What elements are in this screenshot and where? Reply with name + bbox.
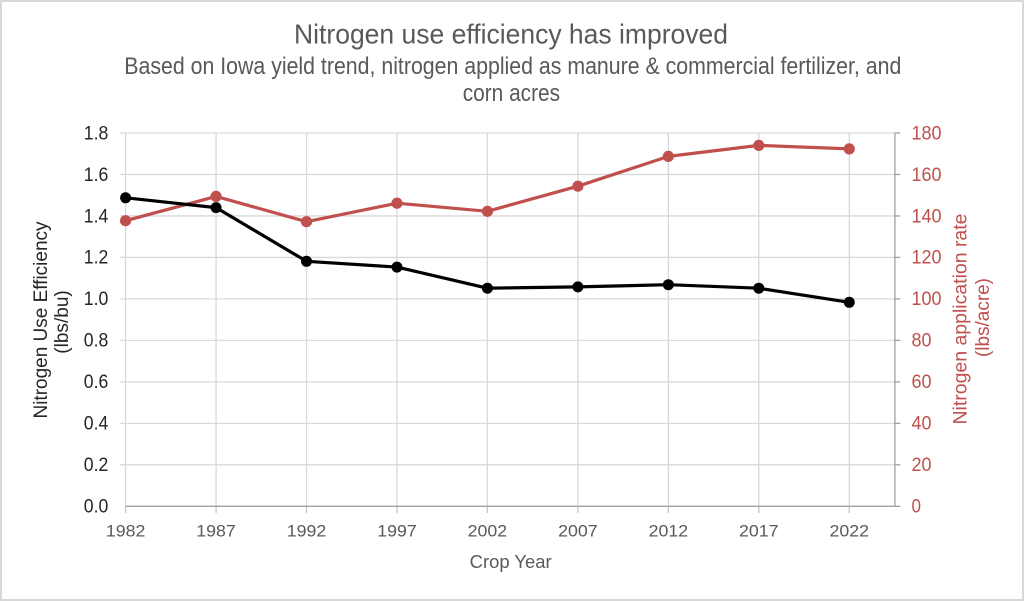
svg-text:2007: 2007 (558, 522, 598, 541)
svg-text:1.0: 1.0 (84, 289, 109, 310)
svg-text:2022: 2022 (830, 522, 870, 541)
svg-text:1.2: 1.2 (84, 248, 109, 269)
svg-text:Nitrogen use efficiency has im: Nitrogen use efficiency has improved (294, 19, 728, 50)
svg-text:0.8: 0.8 (84, 331, 109, 352)
svg-text:Crop Year: Crop Year (470, 552, 552, 572)
svg-text:2017: 2017 (739, 522, 779, 541)
svg-text:1.4: 1.4 (84, 206, 109, 227)
svg-text:corn acres: corn acres (463, 80, 560, 107)
svg-text:Nitrogen application rate: Nitrogen application rate (950, 214, 971, 425)
svg-text:60: 60 (912, 372, 932, 393)
svg-text:140: 140 (912, 206, 942, 227)
svg-text:0: 0 (912, 497, 922, 518)
svg-text:1982: 1982 (106, 522, 146, 541)
svg-text:0.0: 0.0 (84, 497, 109, 518)
svg-text:(lbs/bu): (lbs/bu) (52, 290, 73, 354)
svg-text:80: 80 (912, 331, 932, 352)
svg-text:Based on Iowa yield trend, nit: Based on Iowa yield trend, nitrogen appl… (124, 53, 901, 80)
svg-text:1997: 1997 (377, 522, 417, 541)
svg-text:120: 120 (912, 248, 942, 269)
svg-text:2012: 2012 (649, 522, 689, 541)
svg-text:Nitrogen Use Efficiency: Nitrogen Use Efficiency (31, 221, 52, 418)
svg-text:0.4: 0.4 (84, 414, 109, 435)
svg-text:20: 20 (912, 455, 932, 476)
svg-text:40: 40 (912, 414, 932, 435)
svg-text:100: 100 (912, 289, 942, 310)
svg-text:1.6: 1.6 (84, 165, 109, 186)
svg-text:(lbs/acre): (lbs/acre) (973, 278, 994, 357)
svg-text:0.6: 0.6 (84, 372, 109, 393)
svg-text:0.2: 0.2 (84, 455, 109, 476)
svg-text:2002: 2002 (468, 522, 508, 541)
svg-text:1.8: 1.8 (84, 123, 109, 144)
svg-text:160: 160 (912, 165, 942, 186)
svg-text:180: 180 (912, 123, 942, 144)
svg-text:1987: 1987 (196, 522, 236, 541)
svg-text:1992: 1992 (287, 522, 327, 541)
